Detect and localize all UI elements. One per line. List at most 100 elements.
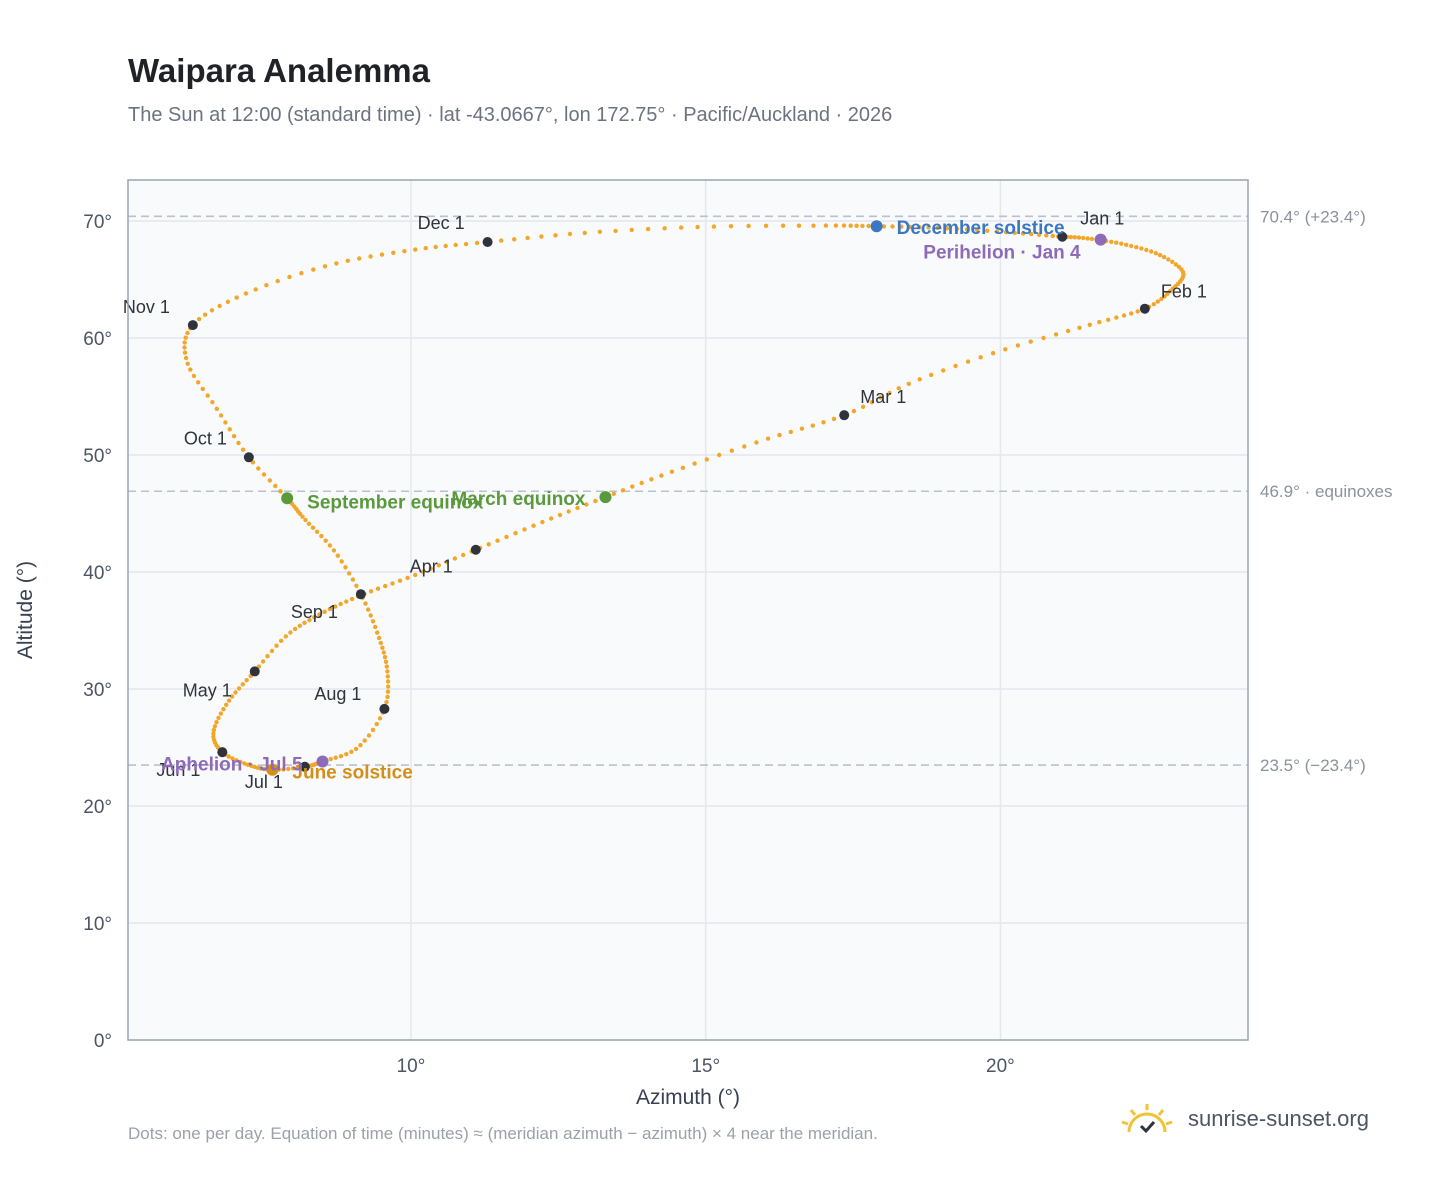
day-dot (906, 381, 911, 386)
day-dot (717, 452, 722, 458)
day-dot (926, 225, 931, 230)
month-marker (1057, 231, 1068, 242)
day-dot (299, 271, 304, 276)
plot-area (128, 180, 1248, 1040)
day-dot (402, 249, 407, 254)
brand-logo[interactable]: sunrise-sunset.org (1120, 1102, 1369, 1136)
day-dot (366, 733, 372, 738)
day-dot (261, 472, 267, 477)
x-axis-label: Azimuth (°) (636, 1086, 740, 1109)
month-marker (839, 410, 850, 421)
day-dot (328, 756, 333, 762)
day-dot (796, 223, 802, 228)
day-dot (226, 698, 232, 703)
day-dot (327, 543, 333, 548)
day-dot (428, 566, 433, 571)
day-dot (1015, 343, 1021, 348)
day-dot (495, 538, 500, 543)
month-label: Sep 1 (291, 602, 338, 622)
day-dot (273, 483, 278, 489)
day-dot (317, 612, 322, 617)
day-dot (860, 404, 866, 409)
day-dot (436, 563, 441, 568)
day-dot (1076, 235, 1082, 240)
day-dot (385, 679, 391, 684)
day-dot (226, 754, 231, 759)
day-dot (1173, 262, 1179, 267)
day-dot (810, 423, 815, 428)
day-dot (218, 413, 224, 418)
event-label: December solstice (897, 218, 1065, 239)
day-dot (1149, 249, 1154, 254)
event-marker (266, 763, 279, 776)
month-marker (299, 761, 310, 772)
day-dot (742, 444, 747, 449)
day-dot (513, 531, 518, 536)
month-label: Oct 1 (184, 428, 227, 448)
month-label: Mar 1 (860, 387, 906, 407)
day-dot (917, 377, 922, 382)
day-dot (358, 743, 363, 748)
day-dot (405, 575, 410, 581)
x-tick-label: 10° (397, 1056, 426, 1077)
day-dot (376, 635, 382, 641)
day-dot (260, 659, 266, 664)
day-dot (1085, 236, 1090, 241)
day-dot (344, 599, 349, 604)
day-dot (363, 601, 368, 606)
day-dot (860, 223, 865, 229)
day-dot (540, 519, 545, 525)
day-dot (504, 534, 509, 540)
month-marker (187, 320, 198, 331)
day-dot (381, 650, 386, 655)
day-dot (344, 752, 349, 757)
day-dot (368, 613, 373, 618)
month-marker (470, 544, 481, 555)
day-dot (182, 340, 187, 345)
day-dot (338, 601, 343, 607)
day-dot (1097, 319, 1102, 325)
day-dot (331, 548, 337, 553)
day-dot (243, 291, 249, 296)
day-dot (245, 762, 251, 767)
day-dot (297, 623, 302, 628)
day-dot (711, 224, 717, 229)
month-marker (482, 237, 493, 248)
day-dot (1089, 236, 1095, 242)
x-tick-label: 20° (986, 1056, 1015, 1077)
day-dot (831, 416, 837, 422)
day-dot (349, 596, 355, 602)
day-dot (327, 606, 333, 612)
day-dot (214, 406, 219, 411)
day-dot (1157, 252, 1163, 258)
day-dot (754, 440, 759, 445)
day-dot (896, 386, 901, 391)
day-dot (202, 312, 208, 317)
day-dot (1134, 245, 1139, 250)
day-dot (1144, 247, 1149, 253)
day-dot (990, 351, 996, 356)
day-dot (1135, 309, 1140, 314)
day-dot (370, 619, 376, 624)
day-dot (349, 749, 354, 754)
day-dot (303, 517, 308, 523)
day-dot (613, 228, 618, 234)
day-dot (185, 330, 190, 336)
day-dot (339, 559, 344, 564)
day-dot (290, 766, 296, 771)
day-dot (953, 363, 958, 369)
day-dot (278, 489, 283, 494)
day-dot (385, 689, 391, 694)
day-dot (522, 527, 527, 532)
day-dot (881, 224, 887, 229)
day-dot (377, 716, 383, 721)
day-dot (230, 756, 235, 761)
day-dot (1077, 325, 1082, 330)
day-dot (343, 565, 348, 570)
chart-title: Waipara Analemma (128, 52, 430, 89)
day-dot (183, 355, 189, 361)
day-dot (1159, 296, 1164, 302)
day-dot (244, 678, 249, 683)
day-dot (1161, 254, 1167, 260)
day-dot (553, 233, 558, 238)
